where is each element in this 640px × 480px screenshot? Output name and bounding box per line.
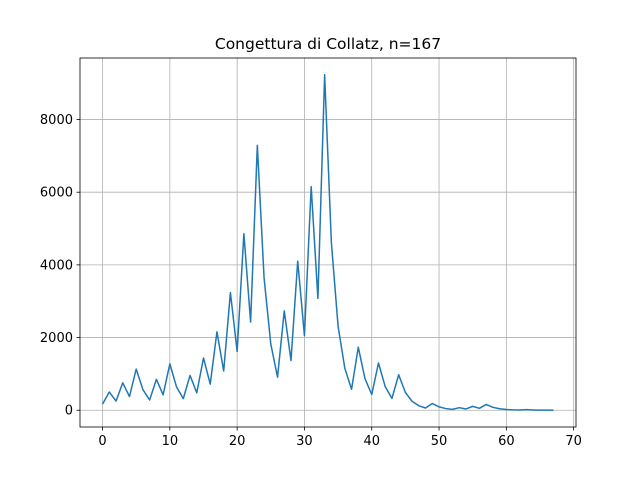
y-tick-label: 0 — [65, 404, 73, 419]
y-tick-label: 8000 — [40, 113, 73, 128]
x-tick-label: 60 — [498, 434, 515, 449]
line — [101, 74, 554, 411]
x-tick-label: 0 — [98, 434, 106, 449]
x-tick-label: 20 — [229, 434, 246, 449]
x-tick-label: 10 — [162, 434, 179, 449]
y-tick-label: 4000 — [40, 258, 73, 273]
x-tick-label: 70 — [565, 434, 582, 449]
x-tick-label: 50 — [431, 434, 448, 449]
y-tick-label: 6000 — [40, 186, 73, 201]
chart-title: Congettura di Collatz, n=167 — [215, 35, 441, 53]
x-tick-label: 30 — [296, 434, 313, 449]
y-tick-label: 2000 — [40, 331, 73, 346]
x-tick-label: 40 — [363, 434, 380, 449]
plot-frame — [79, 57, 577, 428]
